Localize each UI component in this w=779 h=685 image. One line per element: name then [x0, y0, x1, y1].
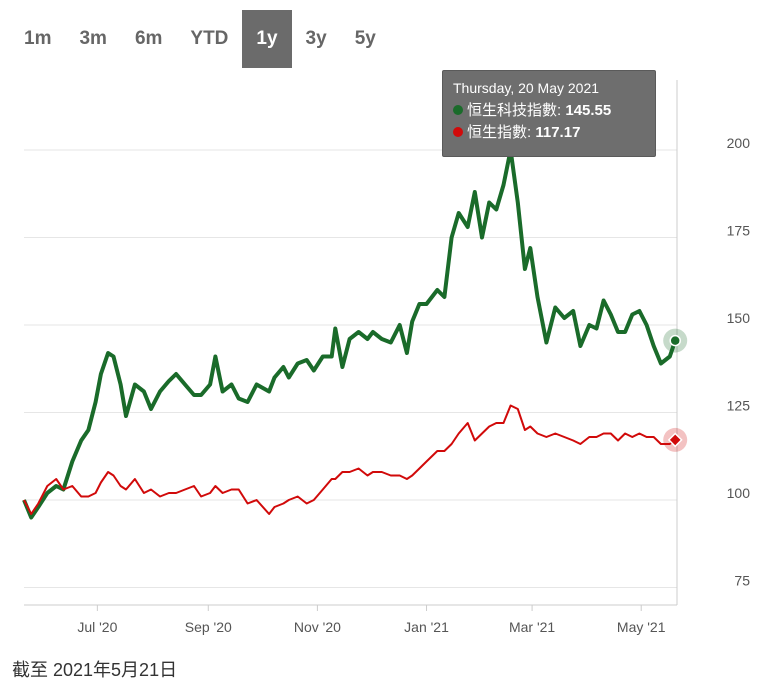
- chart-tooltip: Thursday, 20 May 2021 恒生科技指數: 145.55 恒生指…: [442, 70, 656, 157]
- x-tick-label-2: Nov '20: [294, 619, 341, 635]
- x-tick-label-3: Jan '21: [404, 619, 449, 635]
- x-tick-label-1: Sep '20: [185, 619, 232, 635]
- series1-dot-icon: [453, 105, 463, 115]
- tooltip-row-series2: 恒生指數: 117.17: [453, 122, 645, 144]
- y-tick-label-125: 125: [727, 398, 751, 414]
- y-tick-label-75: 75: [734, 573, 750, 589]
- x-tick-label-5: May '21: [617, 619, 666, 635]
- series2-dot-icon: [453, 127, 463, 137]
- range-button-6m[interactable]: 6m: [134, 28, 163, 49]
- y-tick-label-100: 100: [727, 485, 751, 501]
- tooltip-series2-value: 117.17: [535, 124, 581, 141]
- range-selector: 1m 3m 6m YTD 1y 3y 5y: [10, 10, 390, 68]
- tooltip-series2-name: 恒生指數: [467, 124, 528, 141]
- range-button-3y[interactable]: 3y: [305, 28, 327, 49]
- hover-marker-1: [669, 334, 681, 347]
- series-line-1: [22, 148, 678, 520]
- y-tick-label-200: 200: [727, 135, 751, 151]
- hover-marker-2: [667, 432, 683, 448]
- range-button-5y[interactable]: 5y: [354, 28, 376, 49]
- range-button-1m[interactable]: 1m: [24, 28, 52, 49]
- x-tick-label-4: Mar '21: [509, 619, 555, 635]
- y-tick-label-175: 175: [727, 223, 751, 239]
- tooltip-series1-name: 恒生科技指數: [467, 102, 558, 119]
- x-tick-label-0: Jul '20: [77, 619, 117, 635]
- y-tick-label-150: 150: [727, 310, 751, 326]
- line-chart[interactable]: 75 100 125 150 175 200 Jul '20 Sep '20 Nov '20 Ja…: [0, 70, 779, 645]
- as-of-note: 截至 2021年5月21日: [12, 660, 178, 680]
- range-button-ytd[interactable]: YTD: [190, 28, 229, 49]
- tooltip-row-series1: 恒生科技指數: 145.55: [453, 100, 645, 122]
- range-button-3m[interactable]: 3m: [79, 28, 107, 49]
- series-line-2: [23, 404, 676, 515]
- range-button-1y[interactable]: 1y: [242, 10, 292, 68]
- tooltip-series1-value: 145.55: [565, 102, 612, 119]
- tooltip-date: Thursday, 20 May 2021: [453, 80, 600, 96]
